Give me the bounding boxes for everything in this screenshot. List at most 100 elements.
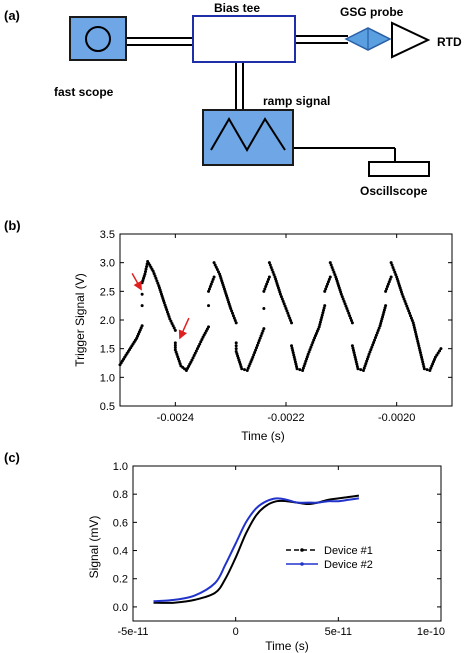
data-point	[281, 299, 285, 303]
data-point	[198, 342, 202, 346]
data-point	[364, 362, 368, 366]
data-point	[207, 289, 211, 293]
data-point	[416, 339, 420, 343]
data-point	[211, 277, 215, 281]
data-point	[386, 282, 390, 286]
y-tick-label: 0.8	[113, 489, 128, 501]
data-point	[318, 320, 322, 324]
data-point	[307, 350, 311, 354]
data-point	[140, 324, 144, 328]
data-point	[292, 353, 296, 357]
data-point	[405, 304, 409, 308]
data-point	[168, 317, 172, 321]
data-point	[262, 327, 266, 331]
data-point	[317, 325, 321, 329]
y-tick-label: 3.5	[100, 229, 115, 241]
plot-b-y-axis: 0.5 1.0 1.5 2.0 2.5 3.0 3.5	[100, 229, 452, 413]
data-point	[401, 295, 405, 299]
data-point	[349, 318, 353, 322]
data-point	[415, 335, 419, 339]
data-point	[154, 276, 158, 280]
data-point	[332, 270, 336, 274]
plot-b-xlabel: Time (s)	[241, 429, 285, 443]
data-point	[252, 353, 256, 357]
data-point	[261, 329, 265, 333]
data-point	[375, 331, 379, 335]
data-point	[349, 316, 353, 320]
data-point	[163, 303, 167, 307]
plot-c-series	[153, 494, 360, 604]
data-point	[309, 345, 313, 349]
data-point	[393, 270, 397, 274]
data-point	[391, 265, 395, 269]
data-point	[421, 360, 425, 364]
data-point	[229, 307, 233, 311]
data-point	[298, 368, 302, 372]
data-point	[385, 285, 389, 289]
data-point	[346, 309, 350, 313]
data-point	[415, 337, 419, 341]
data-point	[323, 304, 327, 308]
data-point	[173, 343, 177, 347]
data-point	[330, 265, 334, 269]
data-point	[216, 270, 220, 274]
data-point	[291, 348, 295, 352]
data-point	[262, 289, 266, 293]
data-point	[178, 362, 182, 366]
data-point	[355, 362, 359, 366]
data-point	[166, 312, 170, 316]
data-point	[200, 337, 204, 341]
data-point	[347, 311, 351, 315]
oscilloscope-label: Oscillscope	[360, 184, 428, 198]
data-point	[368, 350, 372, 354]
data-point	[230, 309, 234, 313]
x-tick-label: 0	[233, 626, 239, 638]
data-point	[420, 358, 424, 362]
data-point	[326, 280, 330, 284]
y-tick-label: 0.5	[100, 401, 115, 413]
data-point	[324, 287, 328, 291]
data-point	[143, 272, 147, 276]
data-point	[326, 282, 329, 286]
panel-c: (c) 0.0 0.2 0.4 0.6 0.8 1.0 -5e-11 0 5e-11 1e-10…	[4, 450, 445, 653]
y-tick-label: 2.5	[100, 286, 115, 298]
data-point	[254, 348, 258, 352]
data-point	[325, 285, 329, 289]
data-point	[412, 323, 416, 327]
data-point	[253, 350, 257, 354]
data-point	[354, 358, 358, 362]
data-point	[288, 316, 292, 320]
data-point	[372, 340, 376, 344]
data-point	[269, 265, 273, 269]
ramp-signal-box	[202, 109, 294, 166]
data-point	[278, 292, 282, 296]
data-point	[255, 343, 259, 347]
data-point	[285, 309, 289, 313]
rtd-label: RTD	[437, 35, 462, 49]
y-tick-label: 0.0	[113, 602, 128, 614]
data-point	[413, 328, 417, 332]
data-point	[327, 277, 331, 281]
data-point	[342, 299, 346, 303]
data-point	[390, 263, 394, 267]
x-tick-label: -0.0020	[378, 412, 415, 424]
data-point	[420, 355, 424, 359]
data-point	[260, 331, 264, 335]
data-point	[207, 287, 211, 291]
data-point	[425, 368, 429, 372]
data-point	[352, 348, 356, 352]
data-point	[151, 269, 155, 273]
data-point	[365, 357, 369, 361]
plot-c-x-axis: -5e-11 0 5e-11 1e-10	[118, 466, 445, 638]
data-point	[373, 336, 377, 340]
data-point	[290, 346, 294, 350]
data-point	[294, 362, 298, 366]
data-point	[351, 346, 355, 350]
data-point	[290, 344, 294, 348]
data-point	[404, 302, 408, 306]
data-point	[348, 314, 352, 318]
data-point	[295, 367, 299, 371]
data-point	[322, 308, 326, 312]
data-point	[301, 366, 305, 370]
data-point	[306, 352, 310, 356]
